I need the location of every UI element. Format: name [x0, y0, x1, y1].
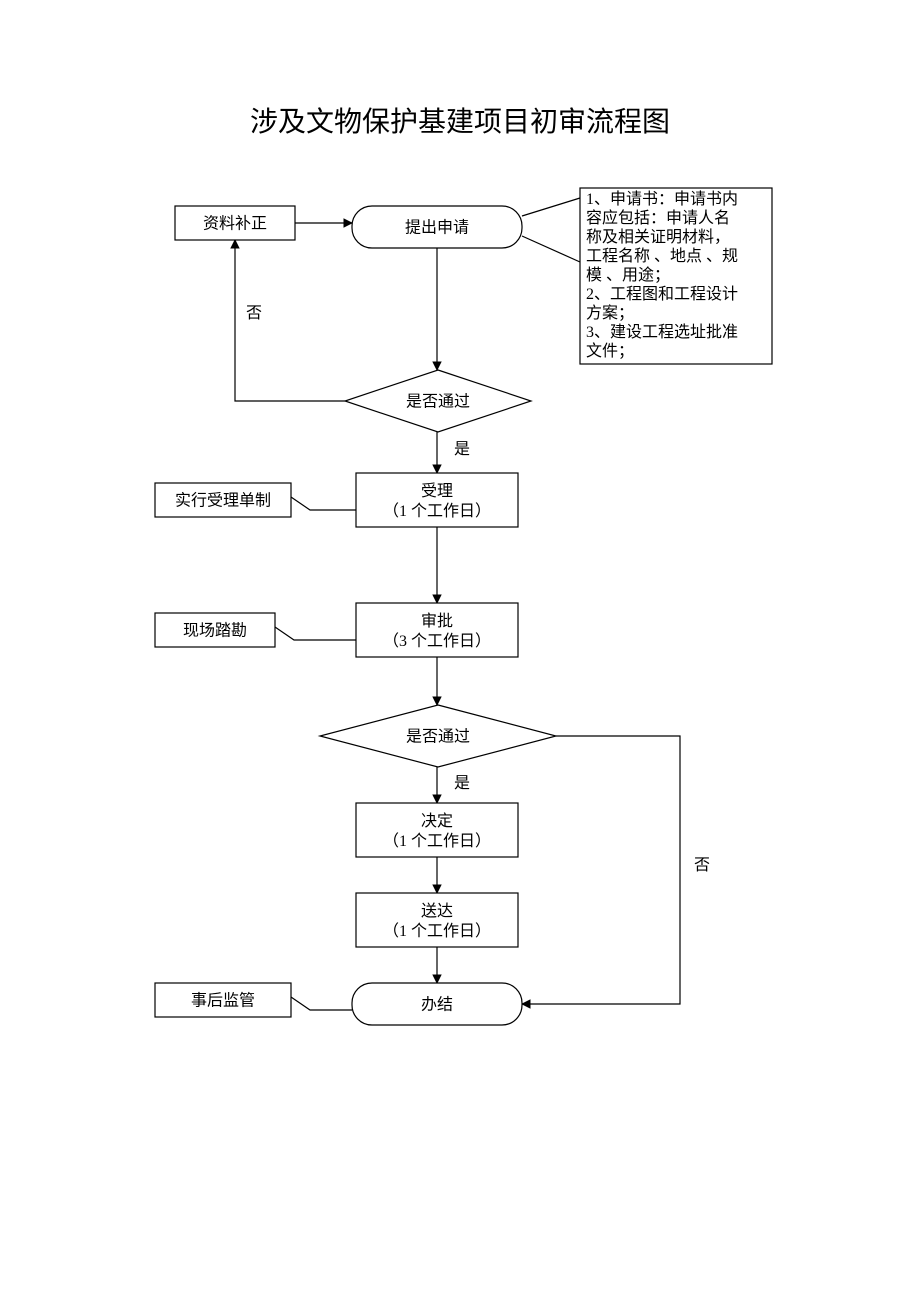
svg-text:否: 否	[694, 857, 710, 874]
svg-text:审批: 审批	[421, 612, 453, 630]
svg-text:否: 否	[246, 305, 262, 322]
svg-text:决定: 决定	[421, 812, 453, 830]
svg-text:提出申请: 提出申请	[405, 219, 469, 237]
svg-text:现场踏勘: 现场踏勘	[183, 622, 247, 640]
svg-text:3、建设工程选址批准: 3、建设工程选址批准	[586, 323, 738, 341]
svg-text:模 、用途；: 模 、用途；	[586, 266, 670, 284]
flowchart-page: 涉及文物保护基建项目初审流程图 否是是否资料补正提出申请1、申请书：申请书内容应…	[0, 0, 920, 1302]
svg-text:送达: 送达	[421, 902, 453, 920]
svg-text:文件；: 文件；	[586, 342, 634, 360]
svg-text:实行受理单制: 实行受理单制	[175, 492, 271, 510]
svg-text:（1 个工作日）: （1 个工作日）	[383, 922, 491, 940]
svg-text:受理: 受理	[421, 482, 453, 500]
svg-text:2、工程图和工程设计: 2、工程图和工程设计	[586, 285, 738, 303]
flowchart-canvas: 否是是否资料补正提出申请1、申请书：申请书内容应包括：申请人名称及相关证明材料，…	[0, 0, 920, 1302]
svg-text:（3 个工作日）: （3 个工作日）	[383, 632, 491, 650]
svg-text:方案；: 方案；	[586, 304, 634, 322]
svg-text:称及相关证明材料，: 称及相关证明材料，	[586, 228, 730, 246]
svg-text:是: 是	[454, 775, 470, 792]
svg-text:资料补正: 资料补正	[203, 215, 267, 233]
svg-text:事后监管: 事后监管	[191, 992, 255, 1010]
svg-text:办结: 办结	[421, 996, 453, 1014]
svg-text:是否通过: 是否通过	[406, 728, 470, 746]
svg-text:（1 个工作日）: （1 个工作日）	[383, 832, 491, 850]
svg-text:容应包括：申请人名: 容应包括：申请人名	[586, 208, 730, 227]
svg-text:（1 个工作日）: （1 个工作日）	[383, 502, 491, 520]
svg-text:工程名称 、地点 、规: 工程名称 、地点 、规	[586, 247, 738, 265]
svg-text:是否通过: 是否通过	[406, 393, 470, 411]
svg-text:1、申请书：申请书内: 1、申请书：申请书内	[586, 190, 738, 208]
svg-text:是: 是	[454, 441, 470, 458]
